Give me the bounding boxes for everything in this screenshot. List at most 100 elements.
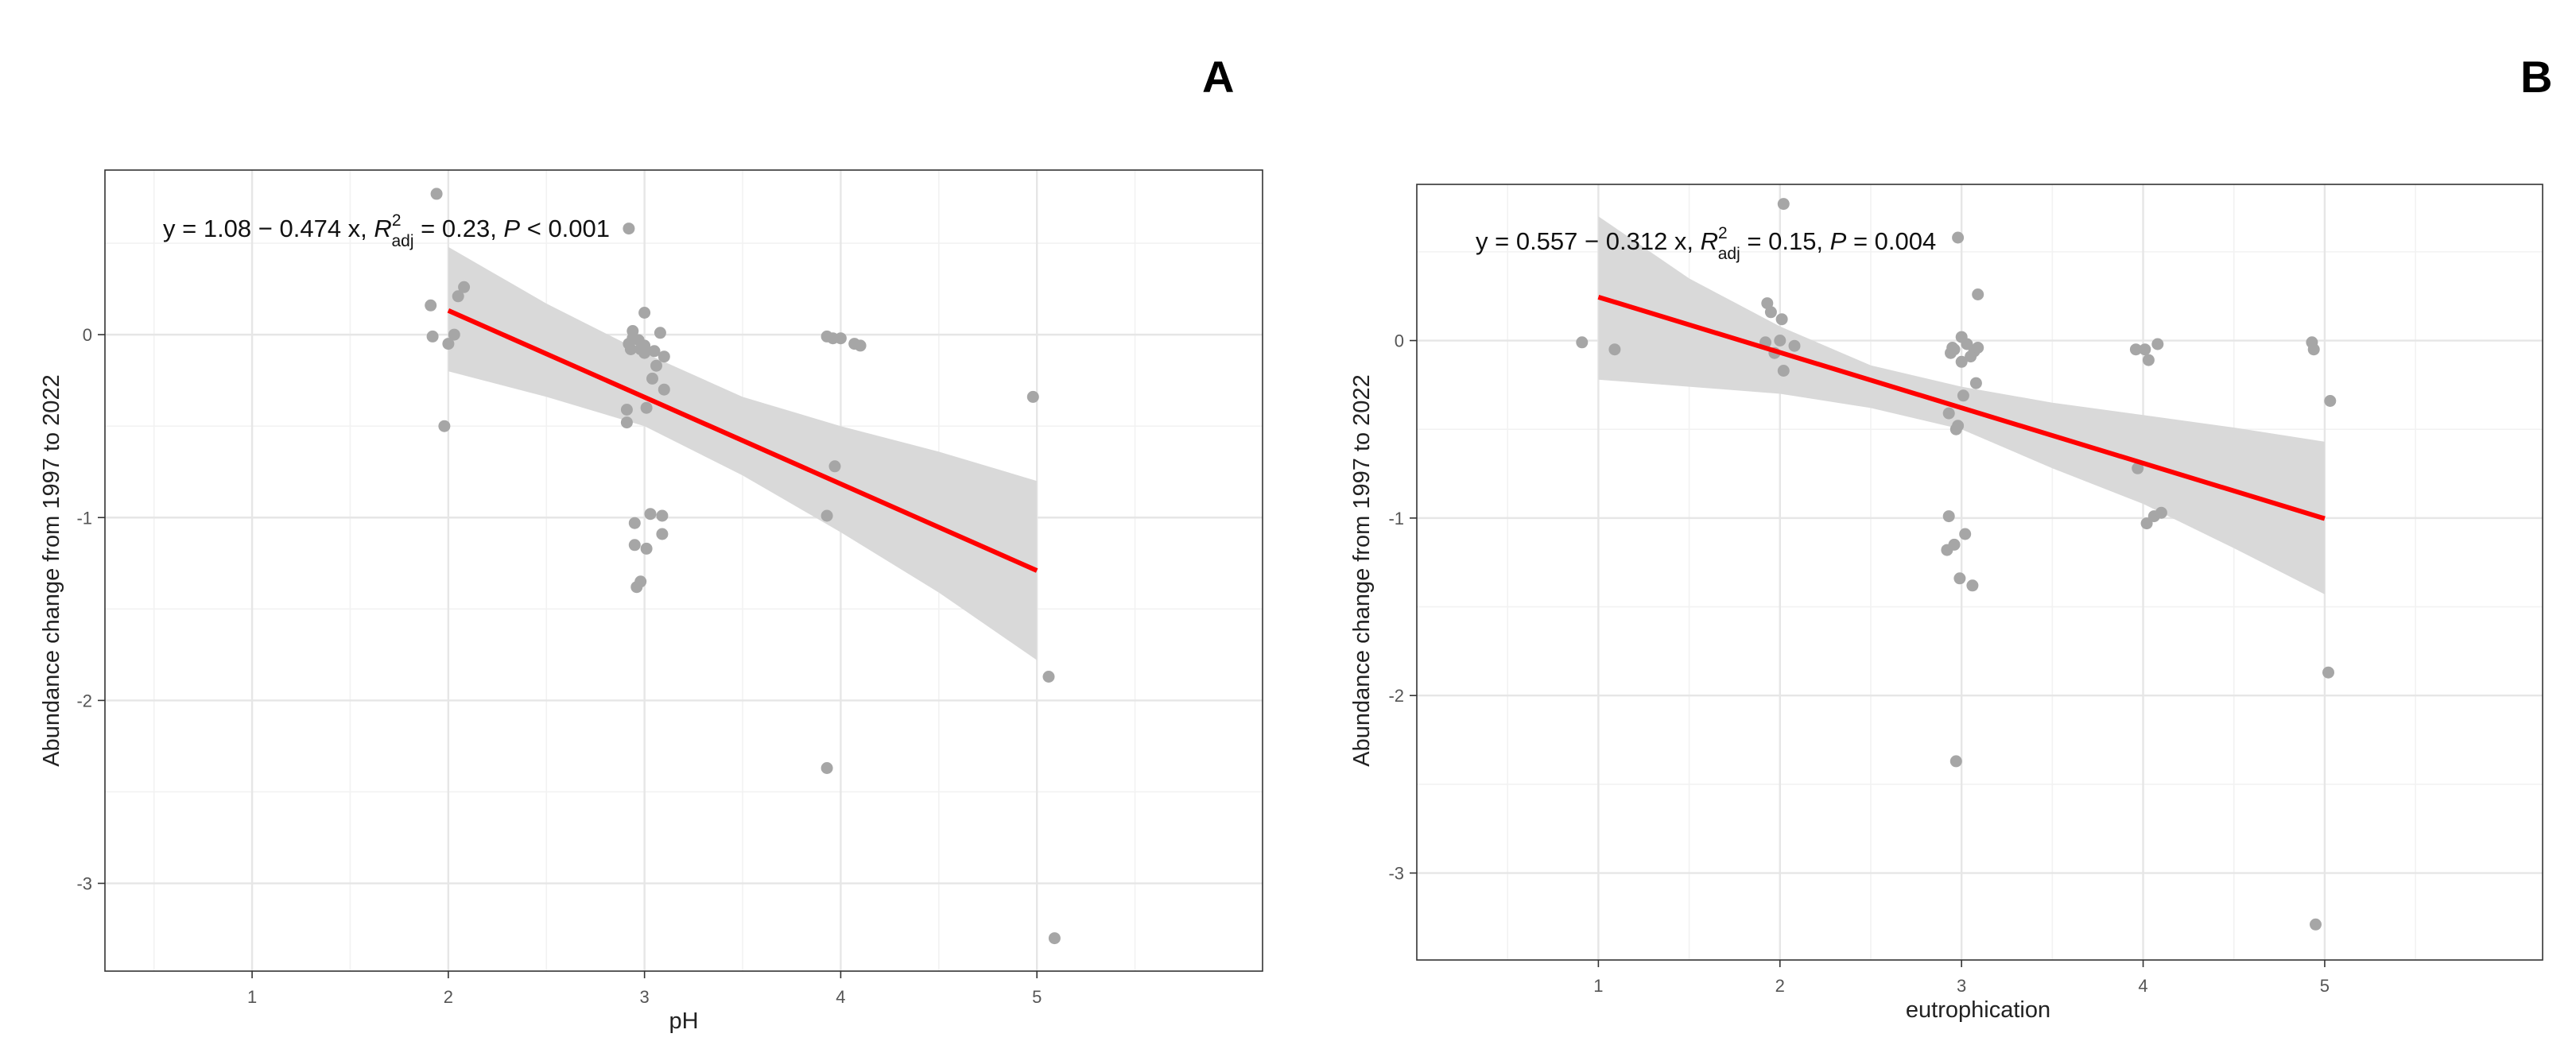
panel-b-data-point <box>1948 343 1961 356</box>
panel-b-equation-fit: y = 0.557 − 0.312 x, <box>1476 227 1701 255</box>
panel-a-y-axis-title: Abundance change from 1997 to 2022 <box>39 374 64 766</box>
panel-b-data-point <box>2151 338 2164 350</box>
panel-a-y-tick-label: -2 <box>76 691 92 710</box>
panel-b-y-ticks: 0 -1 -2 -3 <box>1388 331 1417 884</box>
panel-a-data-point <box>658 350 670 363</box>
panel-a-x-tick-label: 3 <box>640 987 650 1007</box>
panel-b-x-axis-title: eutrophication <box>1906 997 2050 1023</box>
panel-a-data-point <box>620 404 633 416</box>
panel-b-data-point <box>1966 579 1979 592</box>
panel-a-x-tick-label: 2 <box>444 987 453 1007</box>
panel-a-confidence-band-group <box>448 246 1038 660</box>
panel-a-x-tick-label: 4 <box>836 987 845 1007</box>
panel-b-data-point <box>1952 420 1965 432</box>
panel-b-data-point <box>1777 198 1790 211</box>
panel-a-data-point <box>1042 671 1055 683</box>
panel-a-data-point <box>640 401 653 414</box>
panel-b-data-point <box>2132 462 2144 474</box>
panel-a-data-point <box>821 762 833 774</box>
panel-a-data-point <box>654 327 666 339</box>
panel-b-y-tick-label: -2 <box>1388 686 1404 706</box>
panel-b-data-point <box>2307 343 2320 356</box>
panel-b-data-point <box>1608 343 1621 356</box>
panel-b-data-point <box>1959 528 1972 540</box>
panel-a-equation-r2-sub: adj <box>392 232 414 250</box>
panel-b-x-ticks: 1 2 3 4 5 <box>1593 960 2330 996</box>
panel-a-equation-r2-value: = 0.23, <box>414 215 504 242</box>
panel-a-x-axis-title: pH <box>669 1008 698 1034</box>
panel-b-data-point <box>1957 389 1969 402</box>
panel-b-data-point <box>1942 407 1955 420</box>
panel-a-data-point <box>656 509 669 522</box>
panel-b-data-point <box>2129 343 2142 356</box>
panel-b-grid <box>1417 184 2543 960</box>
panel-b-y-axis-title: Abundance change from 1997 to 2022 <box>1349 374 1375 766</box>
panel-b-data-point <box>1953 572 1966 585</box>
panel-a-points <box>425 188 1061 945</box>
panel-a-data-point <box>648 345 661 358</box>
panel-a-y-tick-label: 0 <box>83 325 92 345</box>
panel-a-data-point <box>1026 390 1039 403</box>
panel-a-data-point <box>442 338 455 350</box>
panel-a-equation-p-value: < 0.001 <box>520 215 610 242</box>
panel-b-x-tick-label: 3 <box>1957 976 1966 996</box>
panel-b-y-tick-label: -1 <box>1388 509 1404 528</box>
panel-a-equation: y = 1.08 − 0.474 x, R2 adj = 0.23, P < 0.… <box>163 211 610 250</box>
panel-b-data-point <box>1774 335 1787 346</box>
panel-b-regression-group <box>1597 294 2326 521</box>
panel-a-y-tick-label: -1 <box>76 508 92 528</box>
panel-b-y-tick-label: -3 <box>1388 864 1404 884</box>
panel-a-regression-line <box>447 308 1038 573</box>
panel-a-data-point <box>646 372 658 385</box>
panel-a-data-point <box>620 416 633 429</box>
panel-b-data-point <box>1949 755 1962 768</box>
panel-b-letter: B <box>2520 52 2552 102</box>
panel-a-data-point <box>658 383 670 396</box>
panel-b-points <box>1576 198 2337 931</box>
panel-b-x-tick-label: 5 <box>2320 976 2330 996</box>
panel-b-plot-border <box>1416 184 2543 961</box>
panel-b-equation-r2-sup: 2 <box>1718 224 1728 242</box>
panel-a-x-tick-label: 1 <box>247 987 257 1007</box>
panel-a-data-point <box>834 332 847 345</box>
panel-b-data-point <box>1969 377 1982 389</box>
panel-b-equation-p-value: = 0.004 <box>1846 227 1936 255</box>
panel-b-equation: y = 0.557 − 0.312 x, R2 adj = 0.15, P = 0… <box>1476 224 1936 263</box>
panel-b-data-point <box>2155 506 2167 519</box>
panel-a-data-point <box>650 359 662 372</box>
panel-a-data-point <box>623 223 635 235</box>
panel-a-data-point <box>1048 932 1061 945</box>
panel-a-equation-fit: y = 1.08 − 0.474 x, <box>163 215 374 242</box>
panel-a-x-tick-label: 5 <box>1032 987 1042 1007</box>
panel-b-data-point <box>2324 395 2337 407</box>
panel-a-data-point <box>628 517 641 529</box>
panel-a-data-point <box>628 539 641 552</box>
panel-a-data-point <box>638 307 651 319</box>
panel-b-data-point <box>2322 666 2334 679</box>
panel-a-equation-r: R <box>374 215 391 242</box>
panel-a-data-point <box>430 188 443 200</box>
panel-a-data-point <box>644 508 657 521</box>
panel-a-data-point <box>656 528 669 540</box>
panel-b-x-tick-label: 2 <box>1775 976 1785 996</box>
panel-b-data-point <box>1972 288 1984 300</box>
panel-a-data-point <box>634 575 647 588</box>
panel-a-y-ticks: 0 -1 -2 -3 <box>76 325 105 894</box>
panel-a-data-point <box>448 328 460 341</box>
panel-a-data-point <box>452 290 464 303</box>
panel-a-equation-p: P <box>503 215 520 242</box>
panel-b-y-tick-label: 0 <box>1395 331 1404 351</box>
panel-a-data-point <box>438 420 451 432</box>
panel-b-data-point <box>2142 354 2155 366</box>
panel-b-data-point <box>1952 231 1965 244</box>
panel-b-data-point <box>1942 510 1955 523</box>
panel-b-data-point <box>2139 343 2151 356</box>
panel-b-data-point <box>1576 336 1589 349</box>
panel-b-x-tick-label: 1 <box>1593 976 1603 996</box>
panel-b-data-point <box>1764 306 1777 319</box>
panel-a-y-tick-label: -3 <box>76 874 92 894</box>
panel-a-plot-border <box>104 169 1263 972</box>
